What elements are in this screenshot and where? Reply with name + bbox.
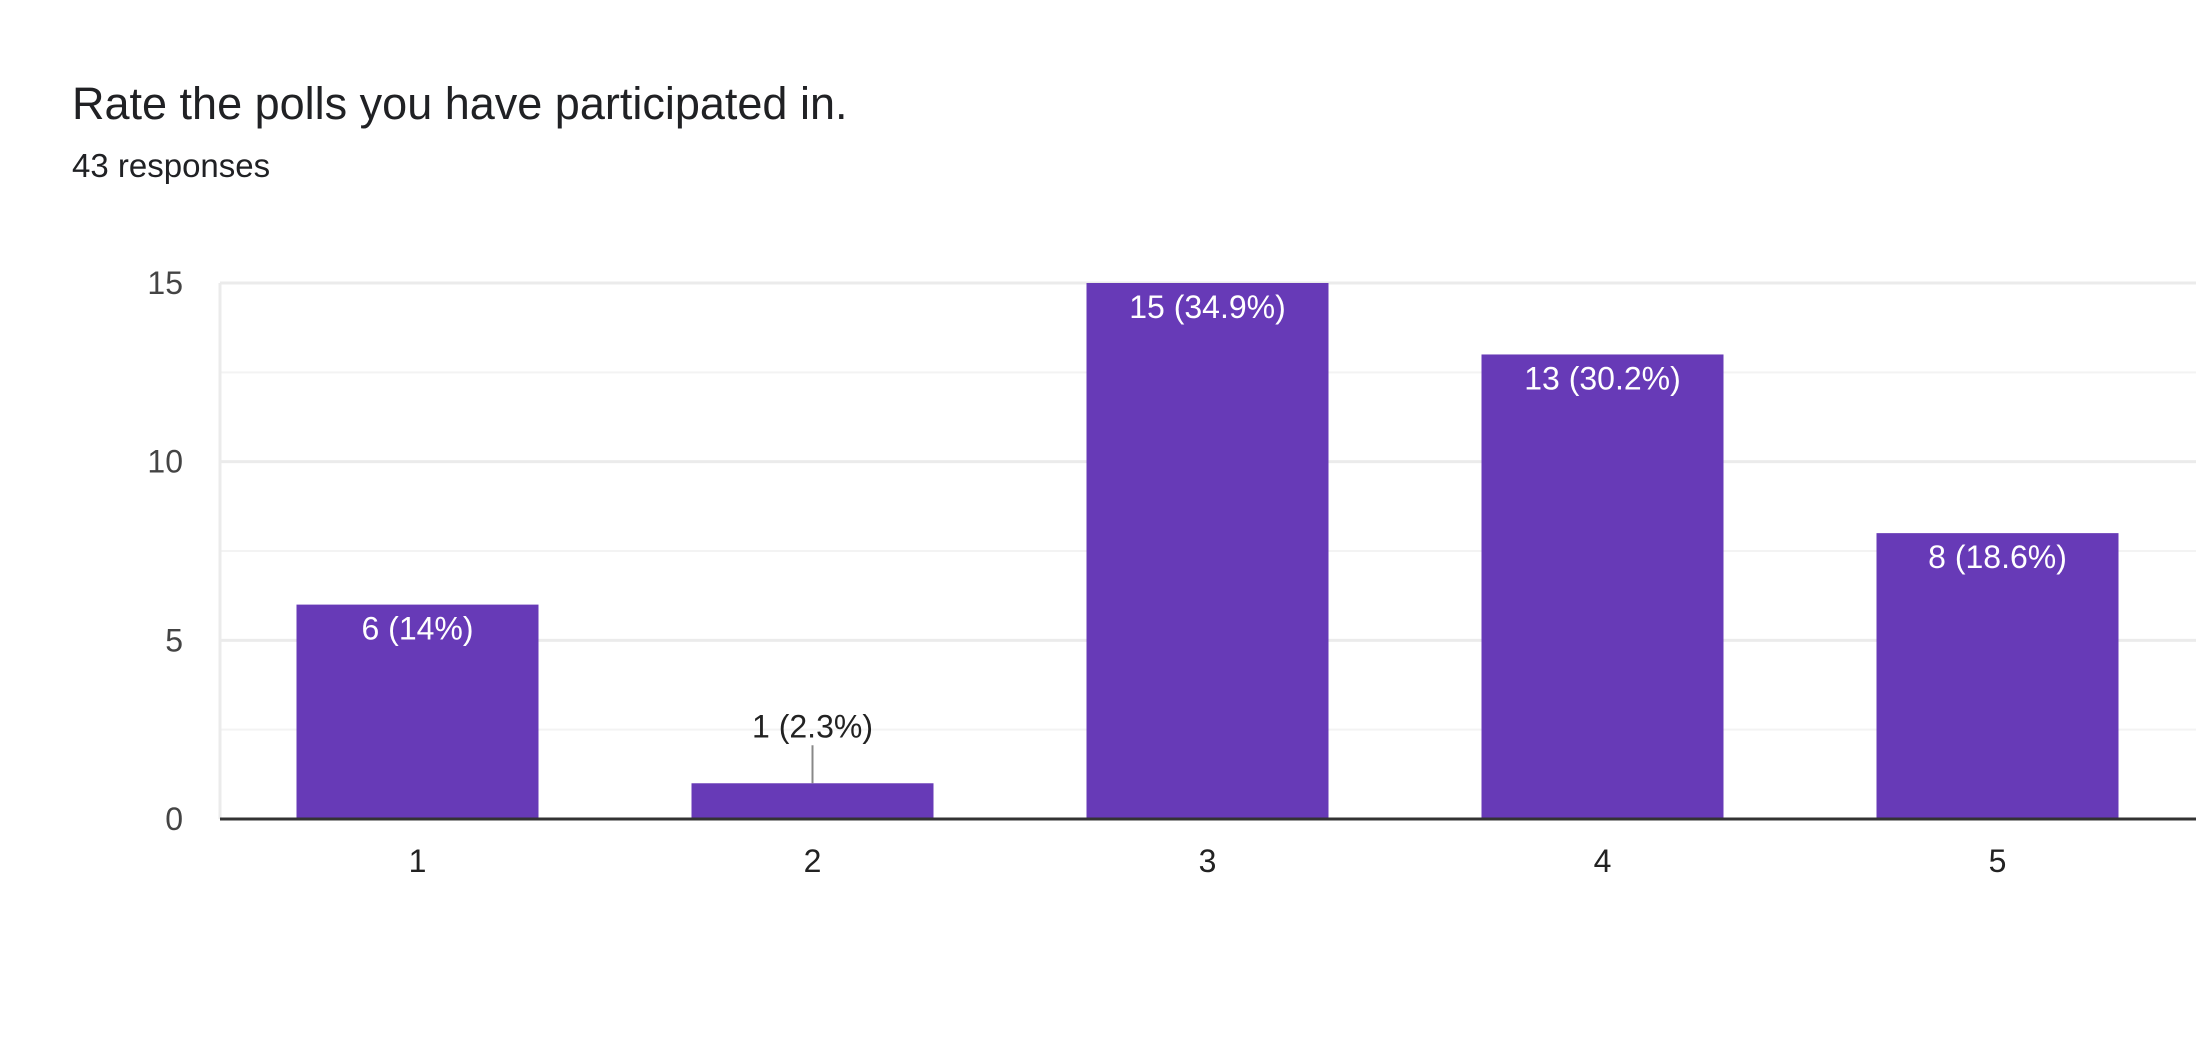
y-tick-label: 15 [147,265,183,301]
chart-title: Rate the polls you have participated in. [72,78,848,129]
x-tick-label: 5 [1989,843,2007,879]
bar [1876,533,2119,819]
response-count: 43 responses [72,147,271,184]
y-tick-label: 10 [147,444,183,480]
y-tick-label: 0 [165,801,183,837]
bar [691,783,934,819]
x-tick-label: 1 [409,843,427,879]
x-tick-label: 2 [804,843,822,879]
axes: 0 5 10 15 1 2 3 4 5 [147,265,2196,879]
data-label: 8 (18.6%) [1928,539,2067,575]
bar [1086,283,1329,819]
y-tick-label: 5 [165,622,183,658]
x-tick-label: 3 [1199,843,1217,879]
bar [296,604,539,819]
labels: 6 (14%) 1 (2.3%) 15 (34.9%) 13 (30.2%) 8 (18… [361,289,2067,784]
bar [1481,354,1724,819]
data-label: 15 (34.9%) [1129,289,1286,325]
data-label: 1 (2.3%) [752,708,873,744]
data-label: 13 (30.2%) [1524,360,1681,396]
data-label: 6 (14%) [361,611,473,647]
bars [296,283,2119,819]
x-tick-label: 4 [1594,843,1612,879]
